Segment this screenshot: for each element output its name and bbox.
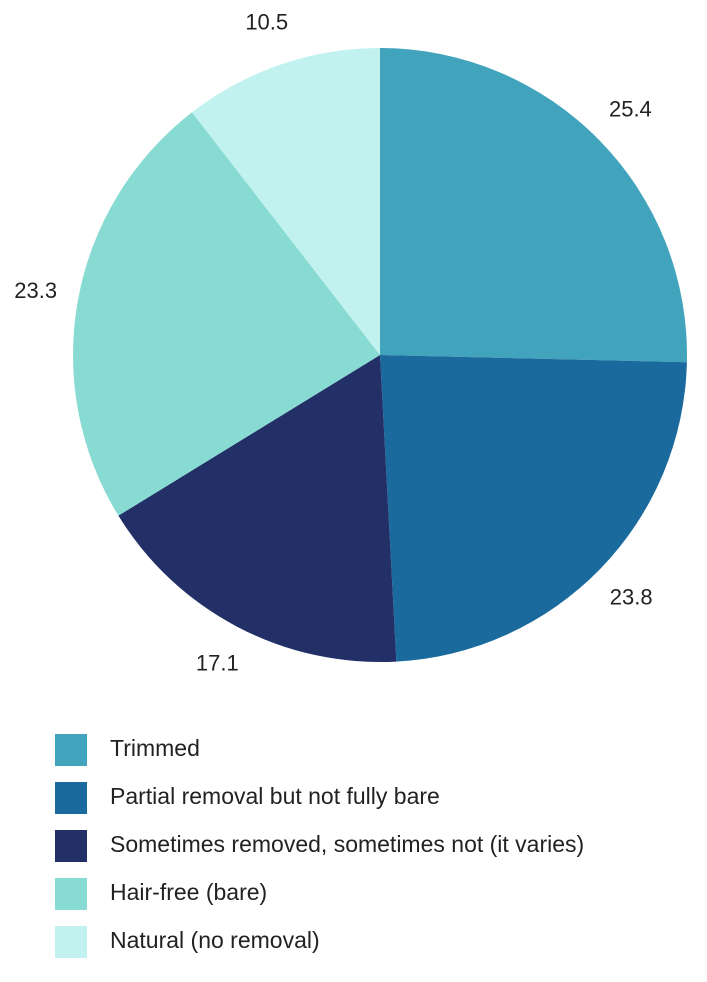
- legend-swatch: [55, 782, 87, 814]
- legend-label: Natural (no removal): [110, 927, 320, 953]
- pie-slice: [380, 48, 688, 363]
- pie-slice: [191, 48, 380, 355]
- legend-label: Trimmed: [110, 735, 200, 761]
- data-label: 17.1: [196, 651, 239, 676]
- legend-swatch: [55, 926, 87, 958]
- data-label: 10.5: [245, 10, 288, 35]
- data-label: 23.8: [610, 585, 653, 610]
- pie-slice: [118, 355, 397, 663]
- legend-swatch: [55, 878, 87, 910]
- pie-slice: [380, 355, 687, 662]
- pie-slice: [73, 112, 381, 516]
- legend-label: Sometimes removed, sometimes not (it var…: [110, 831, 584, 857]
- legend-swatch: [55, 830, 87, 862]
- legend-swatch: [55, 734, 87, 766]
- data-label: 23.3: [14, 278, 57, 303]
- legend-label: Hair-free (bare): [110, 879, 267, 905]
- legend: Trimmed Partial removal but not fully bar…: [55, 734, 584, 958]
- data-label: 25.4: [609, 96, 652, 121]
- legend-label: Partial removal but not fully bare: [110, 783, 440, 809]
